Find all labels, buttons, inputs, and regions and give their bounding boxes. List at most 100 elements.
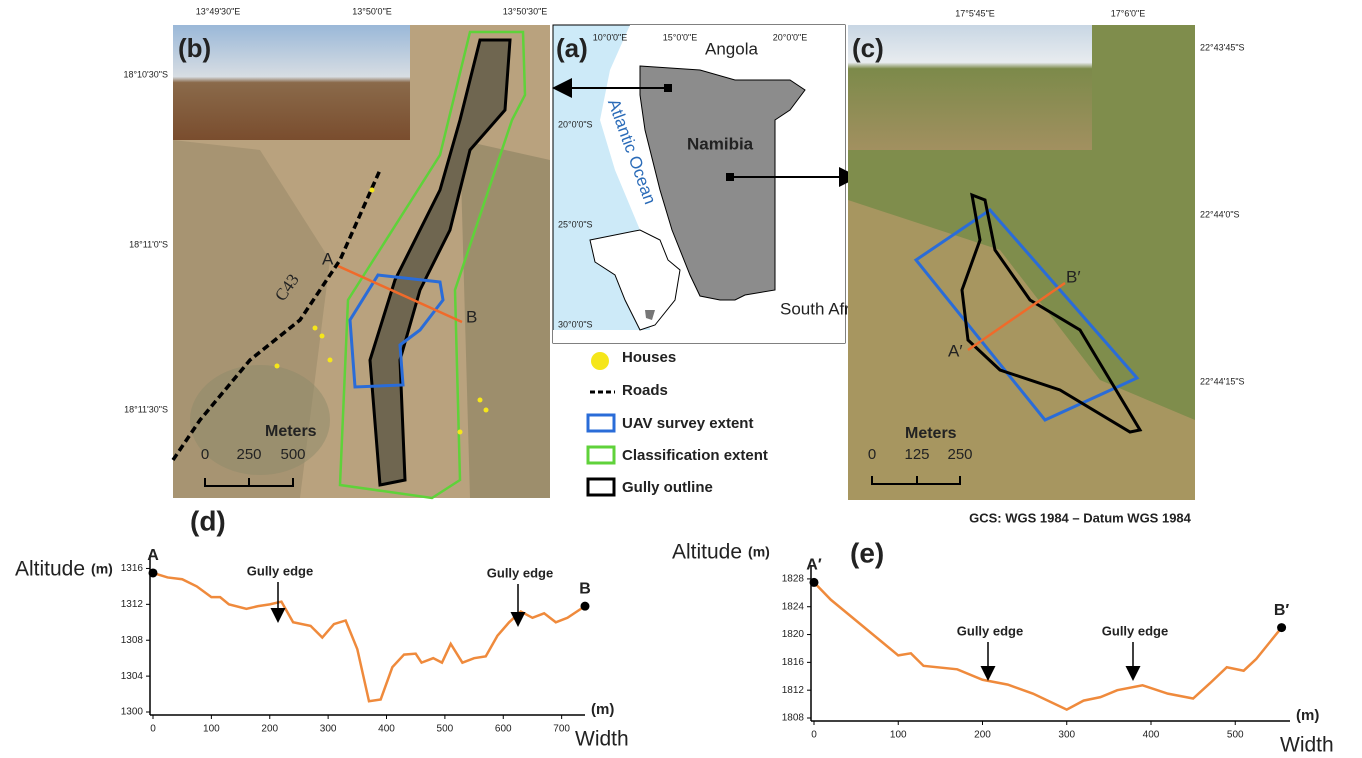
map-a: (a) Angola Atlantic Ocean Namibia South … bbox=[553, 25, 872, 343]
lat-label: 25°0'0"S bbox=[558, 219, 593, 229]
lon-label: 17°5'45"E bbox=[955, 8, 995, 18]
endpoint bbox=[149, 568, 158, 577]
x-tick-label: 0 bbox=[811, 730, 817, 741]
x-tick-label: 100 bbox=[890, 730, 907, 741]
lon-label: 10°0'0"E bbox=[593, 32, 628, 42]
place-label: Angola bbox=[705, 39, 758, 58]
scale-tick: 125 bbox=[904, 446, 929, 463]
x-tick-label: 600 bbox=[495, 724, 512, 735]
y-axis-unit: (m) bbox=[748, 544, 770, 560]
lon-label: 15°0'0"E bbox=[663, 32, 698, 42]
x-tick-label: 400 bbox=[1143, 730, 1160, 741]
endpoint bbox=[1277, 623, 1286, 632]
legend-label: Roads bbox=[622, 382, 668, 399]
legend-symbol bbox=[588, 415, 614, 431]
endpoint-label: B bbox=[579, 580, 591, 597]
map-b: (b) C43 A B Meters 0 250 500 13°49'30"E … bbox=[123, 6, 550, 498]
x-tick-label: 300 bbox=[320, 724, 337, 735]
x-axis-label: Width bbox=[1280, 734, 1334, 757]
y-tick-label: 1304 bbox=[121, 671, 144, 682]
panel-label: (b) bbox=[178, 33, 211, 63]
endpoint bbox=[810, 578, 819, 587]
x-tick-label: 500 bbox=[437, 724, 454, 735]
endpoint-label: A bbox=[147, 547, 159, 564]
annotation: Gully edge bbox=[487, 565, 553, 580]
x-tick-label: 200 bbox=[261, 724, 278, 735]
profiles: (d) Altitude (m) 1300 1304 1308 1312 1316 0 100 20… bbox=[15, 505, 1334, 756]
profile-line bbox=[814, 582, 1282, 709]
legend-label: UAV survey extent bbox=[622, 415, 753, 432]
scale-tick: 0 bbox=[201, 446, 209, 463]
x-tick-label: 500 bbox=[1227, 730, 1244, 741]
panel-label: (c) bbox=[852, 33, 884, 63]
lat-label: 22°43'45"S bbox=[1200, 42, 1245, 52]
scale-tick: 500 bbox=[280, 446, 305, 463]
endpoint bbox=[581, 602, 590, 611]
y-tick-label: 1312 bbox=[121, 599, 144, 610]
lat-label: 18°10'30"S bbox=[123, 69, 168, 79]
legend-label: Houses bbox=[622, 349, 676, 366]
legend: Houses Roads UAV survey extent Classific… bbox=[588, 349, 768, 496]
legend-symbol bbox=[588, 479, 614, 495]
point-label: A bbox=[322, 249, 334, 268]
x-axis-unit: (m) bbox=[1296, 707, 1319, 724]
y-tick-label: 1820 bbox=[782, 629, 805, 640]
legend-label: Classification extent bbox=[622, 447, 768, 464]
y-axis-label: Altitude bbox=[672, 541, 742, 564]
y-axis-unit: (m) bbox=[91, 561, 113, 577]
x-tick-label: 200 bbox=[974, 730, 991, 741]
lon-label: 13°49'30"E bbox=[196, 6, 241, 16]
y-tick-label: 1828 bbox=[782, 574, 805, 585]
point-label: A′ bbox=[948, 341, 963, 360]
annotation: Gully edge bbox=[957, 623, 1023, 638]
lon-label: 13°50'0"E bbox=[352, 6, 392, 16]
annotation: Gully edge bbox=[1102, 623, 1168, 638]
scale-tick: 250 bbox=[236, 446, 261, 463]
panel-label: (e) bbox=[850, 537, 884, 568]
legend-symbol bbox=[588, 447, 614, 463]
x-tick-label: 700 bbox=[553, 724, 570, 735]
endpoint-label: A′ bbox=[806, 557, 822, 574]
y-tick-label: 1316 bbox=[121, 563, 144, 574]
lat-label: 18°11'0"S bbox=[129, 239, 168, 249]
legend-label: Gully outline bbox=[622, 479, 713, 496]
scale-tick: 250 bbox=[947, 446, 972, 463]
point-label: B bbox=[466, 307, 477, 326]
panel-label: (d) bbox=[190, 505, 226, 536]
annotation: Gully edge bbox=[247, 563, 313, 578]
lon-label: 20°0'0"E bbox=[773, 32, 808, 42]
x-tick-label: 0 bbox=[150, 724, 156, 735]
scale-title: Meters bbox=[905, 425, 957, 442]
panel-label: (a) bbox=[556, 33, 588, 63]
site-marker bbox=[664, 84, 672, 92]
y-tick-label: 1816 bbox=[782, 657, 805, 668]
lat-label: 18°11'30"S bbox=[124, 404, 168, 414]
lat-label: 22°44'15"S bbox=[1200, 376, 1245, 386]
figure: (b) C43 A B Meters 0 250 500 13°49'30"E … bbox=[0, 0, 1362, 758]
scale-title: Meters bbox=[265, 423, 317, 440]
map-c: (c) A′ B′ Meters 0 125 250 17°5'45"E 17°… bbox=[848, 8, 1245, 525]
lat-label: 22°44'0"S bbox=[1200, 209, 1240, 219]
endpoint-label: B′ bbox=[1274, 602, 1290, 619]
legend-symbol bbox=[591, 352, 609, 370]
lat-label: 20°0'0"S bbox=[558, 119, 593, 129]
point-label: B′ bbox=[1066, 267, 1081, 286]
y-tick-label: 1824 bbox=[782, 601, 805, 612]
lon-label: 13°50'30"E bbox=[503, 6, 548, 16]
lat-label: 30°0'0"S bbox=[558, 319, 593, 329]
x-tick-label: 100 bbox=[203, 724, 220, 735]
place-label: Namibia bbox=[687, 134, 754, 153]
x-axis-label: Width bbox=[575, 728, 629, 751]
scale-tick: 0 bbox=[868, 446, 876, 463]
y-axis-label: Altitude bbox=[15, 558, 85, 581]
profile-line bbox=[153, 573, 585, 701]
x-axis-unit: (m) bbox=[591, 701, 614, 718]
y-tick-label: 1300 bbox=[121, 707, 144, 718]
y-tick-label: 1812 bbox=[782, 685, 805, 696]
y-tick-label: 1308 bbox=[121, 635, 144, 646]
site-marker bbox=[726, 173, 734, 181]
x-tick-label: 300 bbox=[1058, 730, 1075, 741]
datum-note: GCS: WGS 1984 – Datum WGS 1984 bbox=[969, 510, 1192, 525]
lon-label: 17°6'0"E bbox=[1111, 8, 1146, 18]
x-tick-label: 400 bbox=[378, 724, 395, 735]
